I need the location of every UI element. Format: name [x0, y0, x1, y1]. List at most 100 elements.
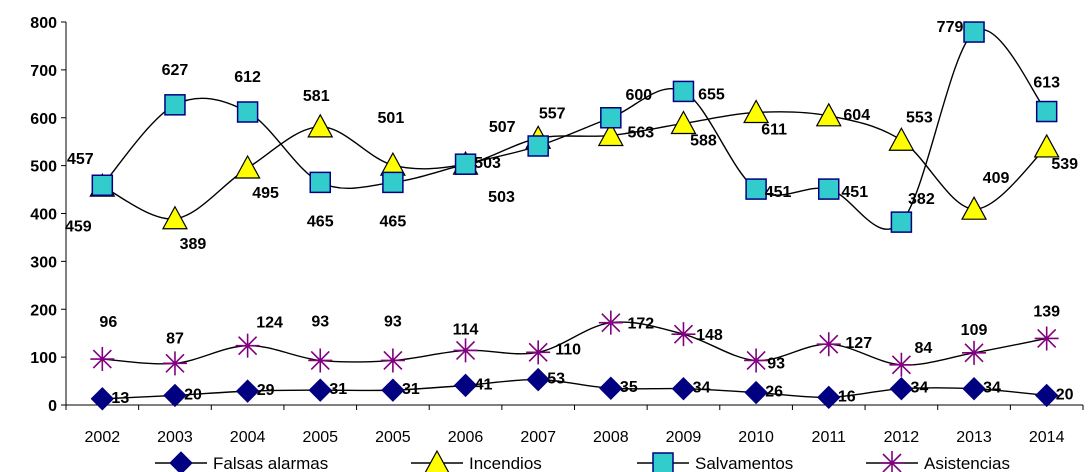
data-point: [816, 332, 841, 357]
legend-label: Incendios: [469, 454, 542, 472]
data-point: [527, 135, 549, 157]
data-label: 503: [474, 155, 501, 172]
data-label: 53: [547, 371, 565, 388]
data-labels: 13 20 29 31 31 41 53 35 34 26 16 34 34 20 457 389 495 581…: [65, 19, 1078, 407]
data-point: [91, 174, 114, 197]
data-point: [672, 80, 695, 103]
data-label: 20: [184, 386, 202, 403]
x-tick-label: 2009: [666, 429, 702, 446]
data-point: [235, 333, 260, 358]
data-label: 26: [765, 384, 783, 401]
data-label: 110: [555, 341, 581, 358]
data-label: 31: [402, 381, 420, 398]
data-label: 87: [166, 330, 184, 347]
x-tick-label: 2006: [448, 429, 484, 446]
data-label: 627: [162, 62, 189, 79]
data-point: [599, 376, 623, 400]
x-tick-label: 2005: [375, 429, 411, 446]
data-point: [161, 205, 188, 230]
data-point: [236, 101, 259, 123]
x-tick-label: 2013: [956, 429, 992, 446]
data-label: 503: [488, 189, 515, 206]
data-label: 93: [767, 355, 785, 372]
data-point: [744, 348, 769, 373]
y-tick-label: 700: [30, 63, 57, 80]
series-line: [101, 28, 1048, 230]
x-tick-label: 2005: [302, 429, 338, 446]
data-point: [162, 351, 187, 376]
data-point: [745, 178, 767, 200]
data-point: [526, 340, 551, 365]
data-label: 96: [99, 314, 117, 331]
data-label: 588: [690, 132, 717, 149]
data-label: 459: [65, 218, 92, 235]
data-point: [815, 102, 842, 127]
data-point: [1033, 133, 1060, 158]
data-label: 114: [453, 321, 479, 338]
data-label: 457: [67, 151, 94, 168]
data-point: [961, 195, 988, 220]
data-point: [163, 383, 187, 408]
data-label: 611: [761, 121, 787, 138]
data-label: 16: [838, 388, 856, 405]
data-label: 34: [910, 380, 928, 397]
data-point: [307, 113, 334, 138]
data-label: 31: [329, 381, 347, 398]
data-label: 465: [380, 213, 407, 230]
data-label: 612: [234, 69, 261, 86]
y-tick-label: 300: [30, 254, 57, 271]
data-label: 148: [696, 327, 723, 344]
data-point: [164, 94, 186, 116]
data-point: [308, 348, 333, 373]
data-label: 109: [961, 322, 988, 339]
data-point: [453, 338, 478, 363]
data-point: [889, 352, 914, 377]
legend-label: Falsas alarmas: [213, 454, 328, 472]
data-label: 581: [303, 88, 330, 105]
data-point: [90, 347, 115, 372]
data-label: 507: [489, 119, 516, 136]
legend: Falsas alarmas Incendios Salvamentos Asiste…: [155, 449, 1010, 472]
data-point: [454, 153, 477, 175]
data-point: [890, 211, 913, 233]
y-tick-label: 600: [30, 111, 57, 128]
x-tick-label: 2012: [884, 429, 920, 446]
legend-label: Salvamentos: [695, 454, 793, 472]
data-label: 451: [841, 184, 868, 201]
x-tick-label: 2004: [230, 429, 266, 446]
y-tick-label: 0: [48, 398, 57, 415]
y-tick-label: 200: [30, 302, 57, 319]
data-label: 613: [1033, 75, 1060, 92]
data-point: [381, 378, 405, 402]
y-tick-label: 100: [30, 350, 57, 367]
data-label: 600: [625, 87, 652, 104]
data-point: [526, 367, 550, 392]
x-tick-label: 2014: [1029, 429, 1065, 446]
data-label: 563: [627, 124, 654, 141]
data-label: 539: [1051, 156, 1078, 173]
data-label: 465: [307, 213, 334, 230]
data-point: [818, 178, 840, 200]
data-point: [744, 380, 768, 405]
data-label: 34: [693, 380, 711, 397]
data-point: [453, 373, 478, 398]
data-label: 93: [384, 313, 402, 330]
data-label: 604: [843, 107, 870, 124]
data-label: 84: [914, 340, 932, 357]
x-tick-label: 2010: [738, 429, 774, 446]
data-point: [888, 126, 915, 151]
legend-marker: [880, 451, 904, 472]
data-point: [235, 379, 260, 403]
x-tick-label: 2003: [157, 429, 193, 446]
data-label: 124: [256, 315, 283, 332]
data-label: 495: [252, 185, 279, 202]
data-label: 29: [257, 382, 275, 399]
data-point: [889, 377, 914, 401]
data-label: 35: [620, 379, 638, 396]
data-label: 172: [627, 316, 654, 333]
data-point: [598, 310, 623, 335]
data-point: [962, 340, 987, 365]
legend-marker: [169, 451, 193, 472]
data-point: [1034, 326, 1059, 351]
